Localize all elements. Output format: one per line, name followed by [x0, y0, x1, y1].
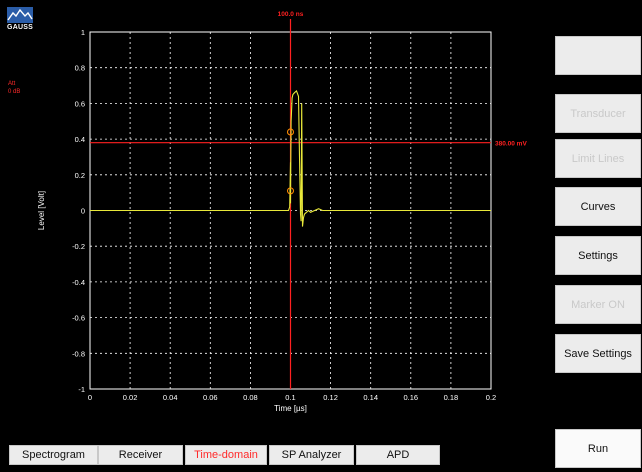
side-button-curves[interactable]: Curves — [555, 187, 641, 226]
attenuation-value: 0 dB — [8, 89, 21, 95]
y-axis-label: Level [Volt] — [37, 191, 46, 230]
attenuation-readout: Att 0 dB — [8, 80, 20, 96]
y-tick-label: 0.8 — [75, 64, 85, 73]
y-tick-label: -0.2 — [72, 242, 85, 251]
x-tick-label: 0.1 — [285, 393, 295, 402]
y-tick-label: 1 — [81, 28, 85, 37]
x-tick-label: 0.18 — [444, 393, 459, 402]
x-tick-label: 0.16 — [403, 393, 418, 402]
side-button-blank[interactable] — [555, 36, 641, 75]
x-tick-label: 0.12 — [323, 393, 338, 402]
tab-sp-analyzer[interactable]: SP Analyzer — [269, 445, 354, 465]
marker-point — [286, 187, 295, 195]
signal-trace — [90, 89, 491, 227]
x-tick-label: 0.08 — [243, 393, 258, 402]
mountain-icon — [7, 7, 33, 23]
vertical-cursor-label: 100.0 ns — [278, 11, 304, 18]
x-tick-label: 0.02 — [123, 393, 138, 402]
tab-receiver[interactable]: Receiver — [98, 445, 183, 465]
tab-time-domain[interactable]: Time-domain — [185, 445, 267, 465]
y-tick-label: 0 — [81, 207, 85, 216]
marker-point — [286, 128, 295, 136]
side-button-save-settings[interactable]: Save Settings — [555, 334, 641, 373]
x-axis-label: Time [µs] — [274, 404, 307, 413]
tab-apd[interactable]: APD — [356, 445, 440, 465]
x-tick-label: 0 — [88, 393, 92, 402]
side-button-limit-lines[interactable]: Limit Lines — [555, 139, 641, 178]
y-tick-label: -0.8 — [72, 349, 85, 358]
run-button[interactable]: Run — [555, 429, 641, 468]
y-tick-label: 0.2 — [75, 171, 85, 180]
y-tick-label: 0.6 — [75, 99, 85, 108]
side-button-settings[interactable]: Settings — [555, 236, 641, 275]
x-tick-label: 0.2 — [486, 393, 496, 402]
horizontal-cursor-label: 380.00 mV — [495, 141, 527, 148]
time-domain-chart: 100.0 ns 380.00 mV 0 0.02 0.04 0.06 0.08 0.1 0.… — [37, 11, 527, 413]
x-tick-label: 0.14 — [363, 393, 378, 402]
tab-spectrogram[interactable]: Spectrogram — [9, 445, 98, 465]
y-tick-label: -0.4 — [72, 278, 85, 287]
x-tick-label: 0.04 — [163, 393, 178, 402]
x-tick-label: 0.06 — [203, 393, 218, 402]
y-tick-label: 0.4 — [75, 135, 85, 144]
side-button-marker-on[interactable]: Marker ON — [555, 285, 641, 324]
side-button-transducer[interactable]: Transducer — [555, 94, 641, 133]
logo-text: GAUSS — [7, 24, 33, 31]
y-tick-label: -1 — [78, 385, 85, 394]
y-tick-label: -0.6 — [72, 314, 85, 323]
attenuation-label: Att — [8, 81, 16, 87]
gauss-logo: GAUSS — [7, 7, 33, 35]
